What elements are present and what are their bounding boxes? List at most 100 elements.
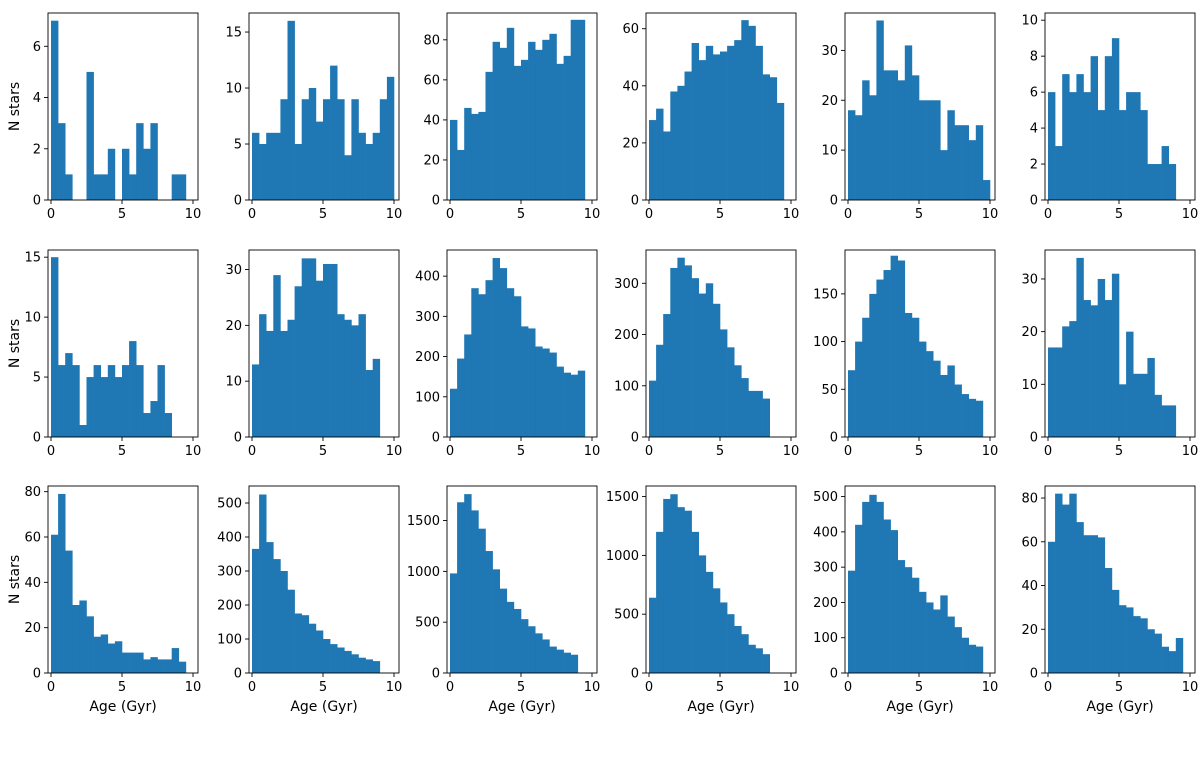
histogram-bar (259, 494, 267, 673)
y-tick-label: 40 (423, 113, 440, 128)
y-tick-label: 0 (631, 667, 639, 682)
histogram-bar (748, 25, 756, 200)
histogram-bar (485, 551, 493, 673)
histogram-bar (705, 45, 714, 200)
y-tick-label: 300 (415, 310, 440, 325)
histogram-bar (129, 341, 137, 437)
histogram-bar (947, 616, 955, 673)
histogram-bar (1104, 56, 1113, 201)
histogram-bar (1097, 278, 1106, 437)
histogram-bar (741, 20, 749, 200)
x-tick-label: 5 (517, 680, 525, 695)
histogram-bar (940, 150, 948, 200)
x-tick-label: 0 (844, 444, 852, 459)
y-tick-label: 30 (1021, 272, 1038, 287)
x-tick-label: 0 (1044, 444, 1052, 459)
y-tick-label: 0 (830, 194, 838, 209)
y-tick-label: 1000 (407, 565, 440, 580)
histogram-bar (143, 659, 151, 673)
histogram-bar (1069, 92, 1077, 200)
panel-r1c0: 0 5 10 0 5 10 15 N stars (7, 249, 201, 459)
x-tick-label: 0 (645, 207, 653, 222)
histogram-bar (862, 80, 870, 200)
histogram-bar (150, 123, 158, 200)
panel-r0c0: 0 5 10 0 2 4 6 N stars (7, 12, 201, 222)
histogram-bar (720, 329, 728, 437)
histogram-bar (911, 577, 920, 673)
histogram-bar (365, 370, 373, 437)
x-tick-label: 5 (517, 207, 525, 222)
histogram-bar (86, 377, 94, 437)
histogram-bar (705, 283, 714, 437)
histogram-bar (351, 654, 359, 673)
histogram-bar (954, 384, 962, 437)
histogram-bar (968, 398, 977, 437)
y-axis-label: N stars (7, 319, 23, 368)
histogram-bar (93, 174, 101, 200)
histogram-bar (933, 360, 941, 437)
histogram-bar (570, 19, 579, 201)
histogram-bar (136, 652, 144, 673)
histogram-bar (308, 623, 317, 673)
histogram-bar (968, 140, 977, 200)
histogram-bar (51, 20, 59, 201)
x-tick-label: 10 (386, 444, 403, 459)
histogram-bar (762, 74, 770, 200)
histogram-bar (755, 390, 763, 437)
histogram-bar (1076, 257, 1084, 437)
histogram-bar (869, 95, 877, 200)
x-tick-label: 0 (47, 680, 55, 695)
x-tick-label: 5 (118, 680, 126, 695)
y-tick-label: 500 (813, 490, 838, 505)
axes-frame (47, 485, 199, 674)
y-tick-label: 20 (24, 621, 41, 636)
histogram-bar (273, 275, 281, 437)
histogram-bar (506, 601, 515, 673)
histogram-bar (351, 99, 359, 200)
histogram-bar (947, 110, 955, 200)
histogram-bar (528, 328, 536, 437)
y-tick-label: 20 (821, 94, 838, 109)
histogram-bar (1111, 38, 1120, 200)
histogram-bar (143, 148, 151, 200)
histogram-bar (919, 341, 927, 437)
y-tick-label: 5 (33, 371, 41, 386)
histogram-bar (897, 260, 906, 437)
x-tick-label: 0 (645, 444, 653, 459)
histogram-bar (150, 401, 158, 437)
histogram-bar (663, 131, 671, 200)
histogram-bar (656, 108, 664, 200)
histogram-bar (164, 659, 172, 673)
histogram-bar (273, 559, 281, 673)
histogram-bar (506, 27, 515, 200)
histogram-bar (933, 100, 941, 200)
y-tick-label: 400 (415, 270, 440, 285)
y-tick-label: 60 (24, 531, 41, 546)
histogram-bar (720, 602, 728, 673)
y-tick-label: 150 (813, 287, 838, 302)
y-tick-label: 15 (225, 26, 242, 41)
histogram-bar (129, 652, 137, 673)
histogram-bar (926, 602, 934, 673)
x-tick-label: 5 (1115, 444, 1123, 459)
histogram-bar (869, 293, 877, 437)
histogram-bar (450, 388, 458, 437)
histogram-bar (926, 100, 934, 200)
histogram-bar (570, 374, 579, 437)
histogram-bar (323, 99, 331, 200)
histogram-bar (280, 99, 288, 200)
histogram-bar (570, 654, 579, 673)
y-tick-label: 10 (1021, 14, 1038, 29)
histogram-bar (1119, 110, 1127, 200)
y-tick-label: 40 (24, 576, 41, 591)
histogram-bar (975, 400, 984, 437)
histogram-bar (107, 643, 116, 673)
axes-frame (446, 485, 598, 674)
histogram-bar (897, 80, 906, 200)
histogram-bar (471, 113, 479, 200)
histogram-bar (712, 588, 721, 673)
histogram-bar (563, 372, 571, 437)
panel-r0c3: 0 5 10 0 20 40 60 (622, 12, 799, 222)
